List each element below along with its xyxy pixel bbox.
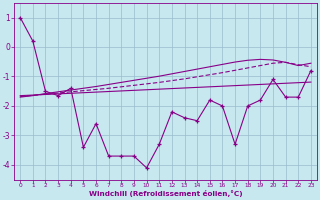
X-axis label: Windchill (Refroidissement éolien,°C): Windchill (Refroidissement éolien,°C) bbox=[89, 190, 242, 197]
